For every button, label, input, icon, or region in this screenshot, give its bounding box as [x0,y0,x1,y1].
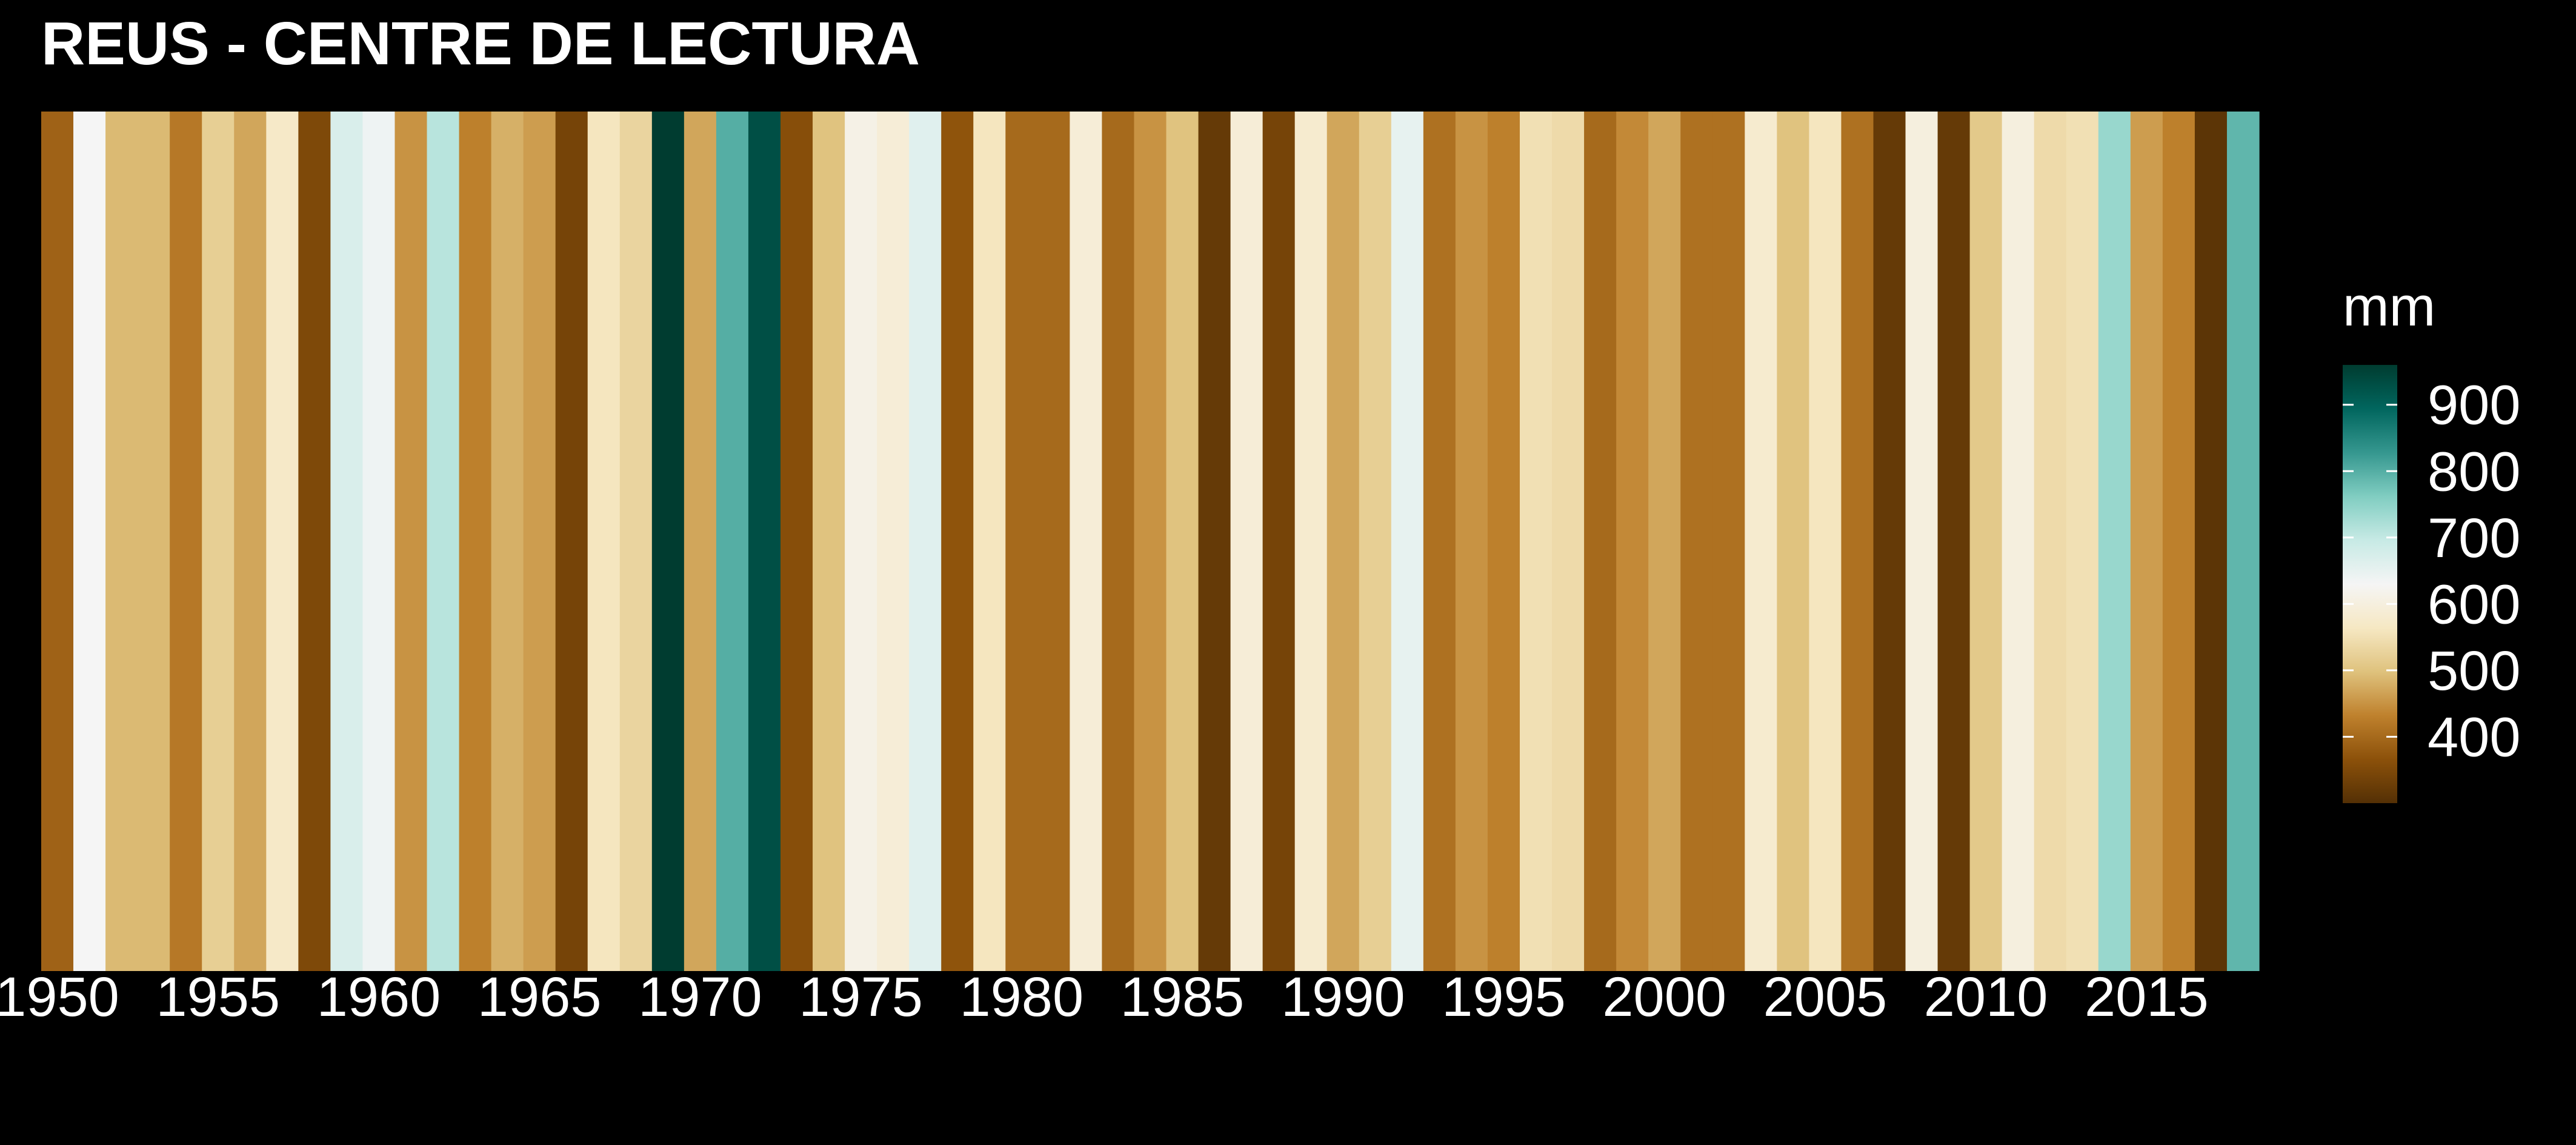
stripe-1963 [459,112,492,971]
stripe-1997 [1552,112,1585,971]
stripe-1968 [619,112,653,971]
stripe-1974 [813,112,845,971]
stripe-1995 [1487,112,1520,971]
x-tick-label: 1975 [799,966,923,1028]
stripe-1965 [523,112,556,971]
stripe-1953 [138,112,170,971]
stripe-1951 [73,112,106,971]
x-tick-label: 2000 [1602,966,1726,1028]
stripe-1956 [234,112,267,971]
stripe-2014 [2098,112,2131,971]
stripe-2018 [2226,112,2260,971]
stripe-1986 [1198,112,1231,971]
stripe-1984 [1134,112,1167,971]
stripe-1980 [1005,112,1038,971]
stripe-2015 [2130,112,2163,971]
stripe-1999 [1616,112,1649,971]
stripe-1992 [1391,112,1424,971]
stripe-2017 [2194,112,2228,971]
x-tick-label: 1985 [1120,966,1245,1028]
legend-tick-label: 800 [2428,441,2521,502]
stripe-1978 [941,112,974,971]
stripe-1970 [684,112,717,971]
stripe-1987 [1230,112,1263,971]
stripes-group [41,112,2260,971]
stripe-2009 [1937,112,1971,971]
legend-tick-label: 700 [2428,507,2521,569]
stripe-2005 [1809,112,1842,971]
x-tick-label: 1970 [638,966,762,1028]
stripe-2004 [1777,112,1809,971]
stripe-2000 [1648,112,1681,971]
x-tick-label: 1990 [1281,966,1405,1028]
stripe-1979 [973,112,1006,971]
stripe-1954 [170,112,202,971]
x-tick-label: 1960 [317,966,441,1028]
x-tick-label: 1995 [1442,966,1566,1028]
stripe-1975 [845,112,877,971]
stripe-2007 [1873,112,1906,971]
legend-tick-label: 900 [2428,375,2521,436]
x-tick-label: 2005 [1763,966,1888,1028]
stripe-1957 [266,112,299,971]
stripe-1991 [1359,112,1392,971]
stripe-1996 [1520,112,1553,971]
x-tick-label: 1950 [0,966,119,1028]
stripe-2001 [1680,112,1713,971]
stripe-1955 [202,112,235,971]
x-tick-label: 1965 [478,966,602,1028]
legend-tick-label: 500 [2428,640,2521,702]
legend-tick-label: 600 [2428,573,2521,635]
stripe-1981 [1037,112,1070,971]
stripe-1985 [1166,112,1199,971]
stripe-2003 [1745,112,1777,971]
stripe-1950 [41,112,74,971]
stripe-1998 [1584,112,1617,971]
stripe-1982 [1070,112,1103,971]
stripe-2011 [2002,112,2035,971]
stripe-1977 [909,112,942,971]
stripe-1971 [716,112,749,971]
stripe-1988 [1262,112,1296,971]
stripe-2002 [1712,112,1745,971]
stripe-1952 [105,112,138,971]
stripe-1976 [877,112,910,971]
chart-title: REUS - CENTRE DE LECTURA [41,10,920,78]
stripe-1989 [1294,112,1328,971]
stripe-2010 [1969,112,2003,971]
x-tick-label: 2015 [2085,966,2209,1028]
x-tick-label: 2010 [1924,966,2048,1028]
legend-tick-label: 400 [2428,707,2521,769]
stripe-1960 [362,112,396,971]
stripe-1964 [491,112,524,971]
stripe-2006 [1841,112,1874,971]
stripe-1966 [555,112,588,971]
stripe-2016 [2162,112,2195,971]
stripe-1962 [427,112,460,971]
legend-title: mm [2343,276,2436,338]
stripe-1973 [780,112,813,971]
stripe-1958 [298,112,331,971]
stripe-2008 [1905,112,1939,971]
stripe-1972 [748,112,781,971]
stripe-2013 [2066,112,2099,971]
stripe-1961 [394,112,428,971]
x-axis-ticks: 1950 1955 1960 1965 1970 1975 1980 1985 1990 1995… [0,966,2209,1028]
stripe-1967 [587,112,621,971]
stripe-1983 [1102,112,1135,971]
x-tick-label: 1955 [156,966,280,1028]
stripe-1959 [330,112,364,971]
stripe-2012 [2034,112,2067,971]
stripe-1994 [1455,112,1488,971]
stripe-1969 [651,112,685,971]
stripe-1993 [1423,112,1456,971]
legend-colorbar [2343,365,2397,803]
stripe-1990 [1326,112,1360,971]
x-tick-label: 1980 [959,966,1083,1028]
